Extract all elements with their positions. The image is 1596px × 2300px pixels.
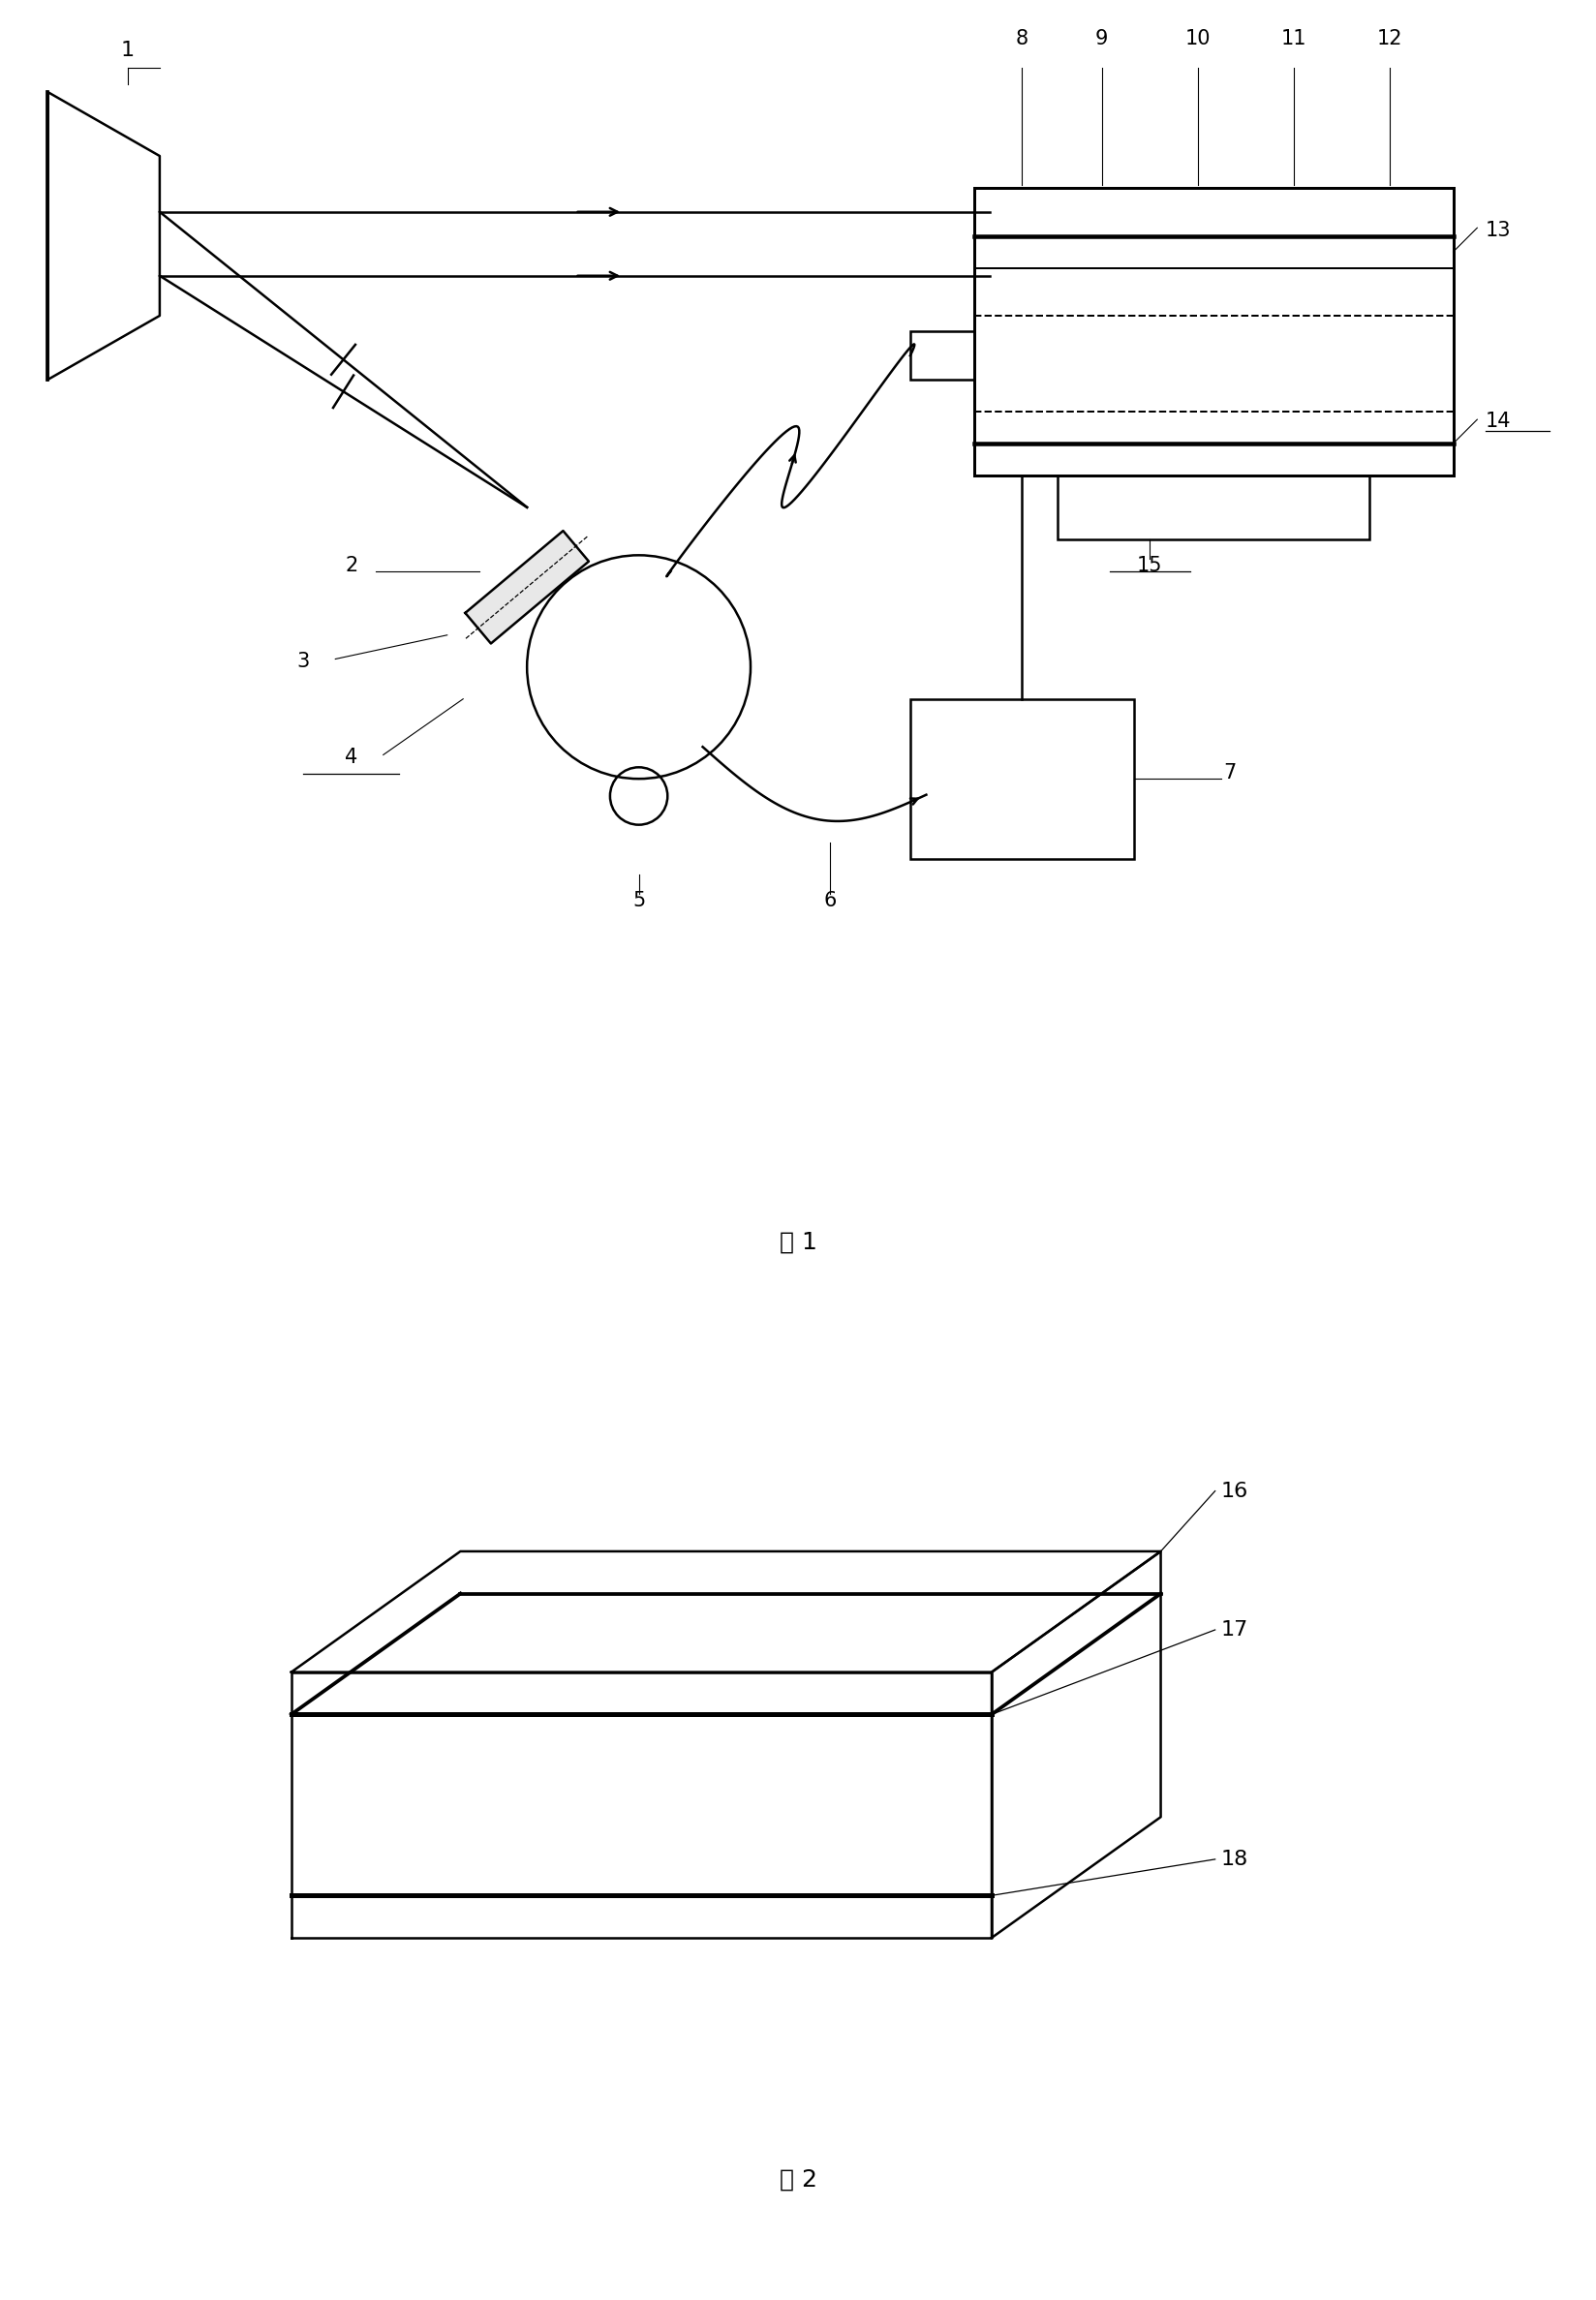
Text: 3: 3 <box>297 651 310 672</box>
Bar <box>974 189 1452 476</box>
Text: 10: 10 <box>1184 28 1210 48</box>
Bar <box>1058 476 1369 538</box>
Text: 14: 14 <box>1484 412 1510 432</box>
Polygon shape <box>464 531 589 644</box>
Text: 2: 2 <box>345 557 358 575</box>
Bar <box>910 699 1133 858</box>
Text: 7: 7 <box>1223 764 1235 782</box>
Text: 4: 4 <box>345 748 358 766</box>
Text: 15: 15 <box>1136 557 1162 575</box>
Text: 6: 6 <box>824 890 836 911</box>
Text: 12: 12 <box>1376 28 1401 48</box>
Bar <box>910 331 974 380</box>
Text: 8: 8 <box>1015 28 1028 48</box>
Text: 18: 18 <box>1221 1849 1248 1870</box>
Text: 17: 17 <box>1221 1619 1248 1640</box>
Text: 图 2: 图 2 <box>779 2167 817 2192</box>
Text: 图 1: 图 1 <box>779 1230 817 1254</box>
Text: 13: 13 <box>1484 221 1510 239</box>
Text: 1: 1 <box>121 41 134 60</box>
Text: 11: 11 <box>1280 28 1306 48</box>
Polygon shape <box>48 92 160 380</box>
Text: 16: 16 <box>1221 1481 1248 1500</box>
Text: 9: 9 <box>1095 28 1108 48</box>
Text: 5: 5 <box>632 890 645 911</box>
